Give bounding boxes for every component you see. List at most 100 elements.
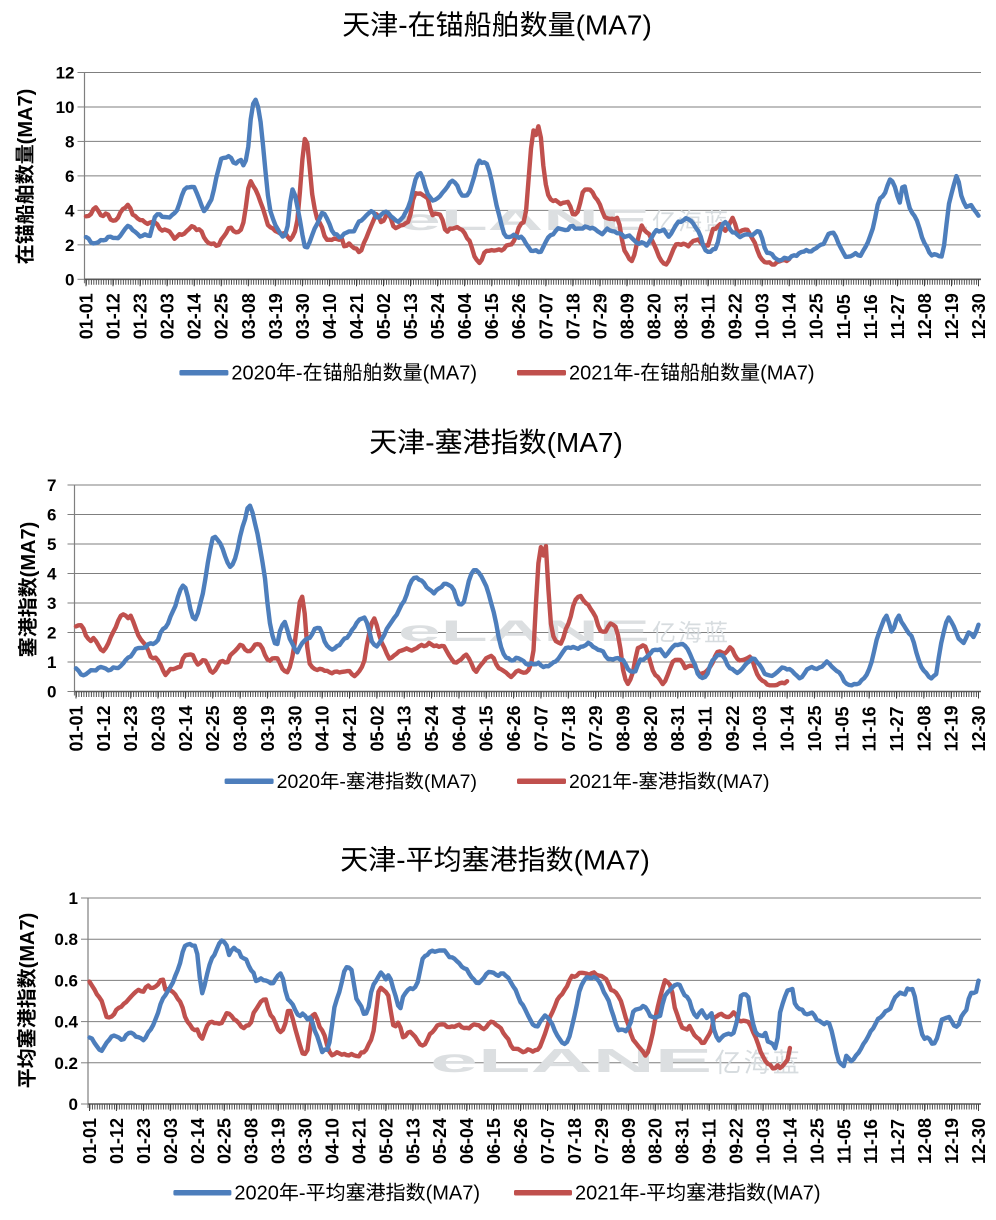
svg-text:01-12: 01-12: [94, 705, 114, 751]
svg-text:05-02: 05-02: [376, 1118, 396, 1164]
svg-text:07-07: 07-07: [531, 705, 551, 751]
svg-text:10-03: 10-03: [754, 1118, 774, 1164]
svg-text:03-08: 03-08: [239, 293, 259, 339]
svg-text:11-05: 11-05: [834, 1119, 854, 1164]
svg-text:05-13: 05-13: [395, 705, 415, 751]
svg-text:10-14: 10-14: [780, 1118, 800, 1164]
svg-text:11-16: 11-16: [860, 706, 880, 751]
svg-text:11-27: 11-27: [888, 1119, 908, 1164]
svg-text:10-14: 10-14: [778, 705, 798, 751]
svg-text:2: 2: [47, 624, 56, 643]
svg-text:10-03: 10-03: [753, 293, 773, 339]
svg-text:03-19: 03-19: [258, 705, 278, 751]
svg-text:(MA7): (MA7): [716, 771, 769, 793]
svg-text:07-07: 07-07: [538, 1118, 558, 1164]
svg-text:02-25: 02-25: [212, 293, 232, 339]
svg-text:4: 4: [47, 565, 57, 584]
svg-text:1: 1: [47, 653, 56, 672]
svg-text:07-29: 07-29: [590, 293, 610, 339]
svg-text:(MA7): (MA7): [17, 913, 39, 969]
svg-text:08-31: 08-31: [673, 1118, 693, 1164]
svg-text:(MA7): (MA7): [576, 10, 652, 41]
svg-text:01-12: 01-12: [104, 293, 124, 339]
svg-text:6: 6: [65, 167, 74, 186]
svg-text:2021: 2021: [569, 363, 614, 385]
svg-text:08-09: 08-09: [617, 293, 637, 339]
svg-text:-: -: [396, 845, 405, 876]
svg-text:0.8: 0.8: [54, 930, 78, 949]
svg-text:02-14: 02-14: [185, 293, 205, 339]
svg-text:06-15: 06-15: [482, 293, 502, 339]
svg-text:-: -: [339, 771, 346, 793]
svg-text:5: 5: [47, 535, 56, 554]
svg-text:08-20: 08-20: [645, 293, 665, 339]
svg-text:01-23: 01-23: [121, 705, 141, 751]
svg-text:05-13: 05-13: [401, 293, 421, 339]
svg-text:08-20: 08-20: [641, 705, 661, 751]
svg-text:12-08: 12-08: [914, 705, 934, 751]
svg-text:-: -: [425, 427, 434, 458]
svg-text:06-26: 06-26: [509, 293, 529, 339]
svg-text:02-14: 02-14: [176, 705, 196, 751]
svg-text:12-08: 12-08: [915, 293, 935, 339]
svg-text:(MA7): (MA7): [424, 771, 477, 793]
svg-text:-: -: [640, 1183, 647, 1205]
svg-text:10: 10: [56, 98, 75, 117]
svg-text:03-30: 03-30: [293, 293, 313, 339]
svg-text:(MA7): (MA7): [574, 845, 650, 876]
svg-text:12: 12: [56, 64, 75, 83]
svg-text:04-10: 04-10: [320, 293, 340, 339]
svg-text:-: -: [634, 363, 641, 385]
svg-text:09-11: 09-11: [696, 706, 716, 751]
svg-text:(MA7): (MA7): [18, 522, 40, 578]
svg-text:0: 0: [47, 683, 56, 702]
svg-text:-: -: [299, 1183, 306, 1205]
svg-text:(MA7): (MA7): [426, 1183, 480, 1205]
svg-text:03-30: 03-30: [296, 1118, 316, 1164]
svg-text:09-11: 09-11: [700, 1119, 720, 1164]
svg-text:05-24: 05-24: [422, 705, 442, 751]
svg-text:01-23: 01-23: [131, 293, 151, 339]
svg-text:04-10: 04-10: [323, 1118, 343, 1164]
svg-text:-: -: [296, 363, 303, 385]
svg-text:11-05: 11-05: [834, 294, 854, 339]
svg-text:04-21: 04-21: [340, 705, 360, 751]
svg-text:09-22: 09-22: [726, 293, 746, 339]
svg-text:04-10: 04-10: [313, 705, 333, 751]
svg-text:01-23: 01-23: [134, 1118, 154, 1164]
svg-text:08-31: 08-31: [668, 705, 688, 751]
svg-text:(MA7): (MA7): [15, 89, 37, 145]
svg-text:7: 7: [47, 476, 56, 495]
svg-text:02-25: 02-25: [203, 705, 223, 751]
svg-text:2021: 2021: [575, 1183, 620, 1205]
svg-text:12-19: 12-19: [942, 1118, 962, 1164]
svg-text:12-19: 12-19: [942, 705, 962, 751]
svg-text:0: 0: [69, 1095, 78, 1114]
svg-text:07-18: 07-18: [563, 293, 583, 339]
svg-text:01-12: 01-12: [107, 1118, 127, 1164]
svg-text:05-02: 05-02: [367, 705, 387, 751]
svg-text:07-18: 07-18: [565, 1118, 585, 1164]
svg-text:11-16: 11-16: [861, 1119, 881, 1164]
svg-text:06-04: 06-04: [449, 705, 469, 751]
svg-text:(MA7): (MA7): [760, 363, 814, 385]
svg-text:08-09: 08-09: [619, 1118, 639, 1164]
svg-text:05-24: 05-24: [428, 293, 448, 339]
svg-text:02-03: 02-03: [158, 293, 178, 339]
svg-text:11-16: 11-16: [861, 294, 881, 339]
svg-text:2: 2: [65, 236, 74, 255]
svg-text:01-01: 01-01: [80, 1118, 100, 1164]
svg-text:1: 1: [69, 889, 78, 908]
svg-text:06-26: 06-26: [504, 705, 524, 751]
svg-text:11-27: 11-27: [887, 706, 907, 751]
svg-text:09-22: 09-22: [723, 705, 743, 751]
svg-text:0.2: 0.2: [54, 1054, 78, 1073]
svg-text:07-29: 07-29: [586, 705, 606, 751]
svg-text:2020: 2020: [277, 771, 321, 793]
svg-text:06-15: 06-15: [484, 1118, 504, 1164]
svg-text:2021: 2021: [569, 771, 612, 793]
svg-text:08-31: 08-31: [672, 293, 692, 339]
svg-text:eLANE: eLANE: [430, 1043, 712, 1080]
svg-text:2020: 2020: [231, 363, 276, 385]
svg-text:eLANE: eLANE: [398, 615, 650, 648]
